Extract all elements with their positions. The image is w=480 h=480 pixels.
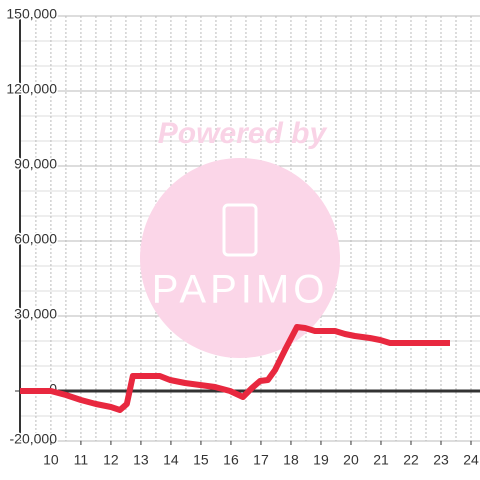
x-tick-label: 17 xyxy=(253,452,269,468)
x-tick-label: 16 xyxy=(223,452,239,468)
y-tick-label: 30,000 xyxy=(14,306,57,322)
watermark-phone xyxy=(222,203,258,257)
x-tick-label: 22 xyxy=(403,452,419,468)
x-tick-label: 10 xyxy=(43,452,59,468)
x-tick-label: 13 xyxy=(133,452,149,468)
y-tick-label: 60,000 xyxy=(14,231,57,247)
x-tick-label: 23 xyxy=(433,452,449,468)
x-tick-label: 21 xyxy=(373,452,389,468)
watermark-circle xyxy=(140,158,340,358)
watermark-brand: PAPIMO xyxy=(152,268,329,312)
x-tick-label: 11 xyxy=(74,452,89,468)
watermark: Powered by PAPIMO xyxy=(140,117,340,358)
line xyxy=(20,324,450,413)
x-tick-label: 24 xyxy=(463,452,479,468)
y-tick-label: 120,000 xyxy=(6,81,57,97)
y-tick-label: 150,000 xyxy=(6,6,57,22)
x-tick-label: 19 xyxy=(313,452,329,468)
x-tick-label: 14 xyxy=(163,452,179,468)
y-tick-label: -20,000 xyxy=(10,431,58,447)
y-tick-label: 90,000 xyxy=(14,156,57,172)
x-tick-label: 12 xyxy=(103,452,119,468)
x-tick-label: 20 xyxy=(343,452,359,468)
x-tick-label: 18 xyxy=(283,452,299,468)
watermark-text: Powered by xyxy=(158,117,328,150)
x-tick-label: 15 xyxy=(193,452,209,468)
